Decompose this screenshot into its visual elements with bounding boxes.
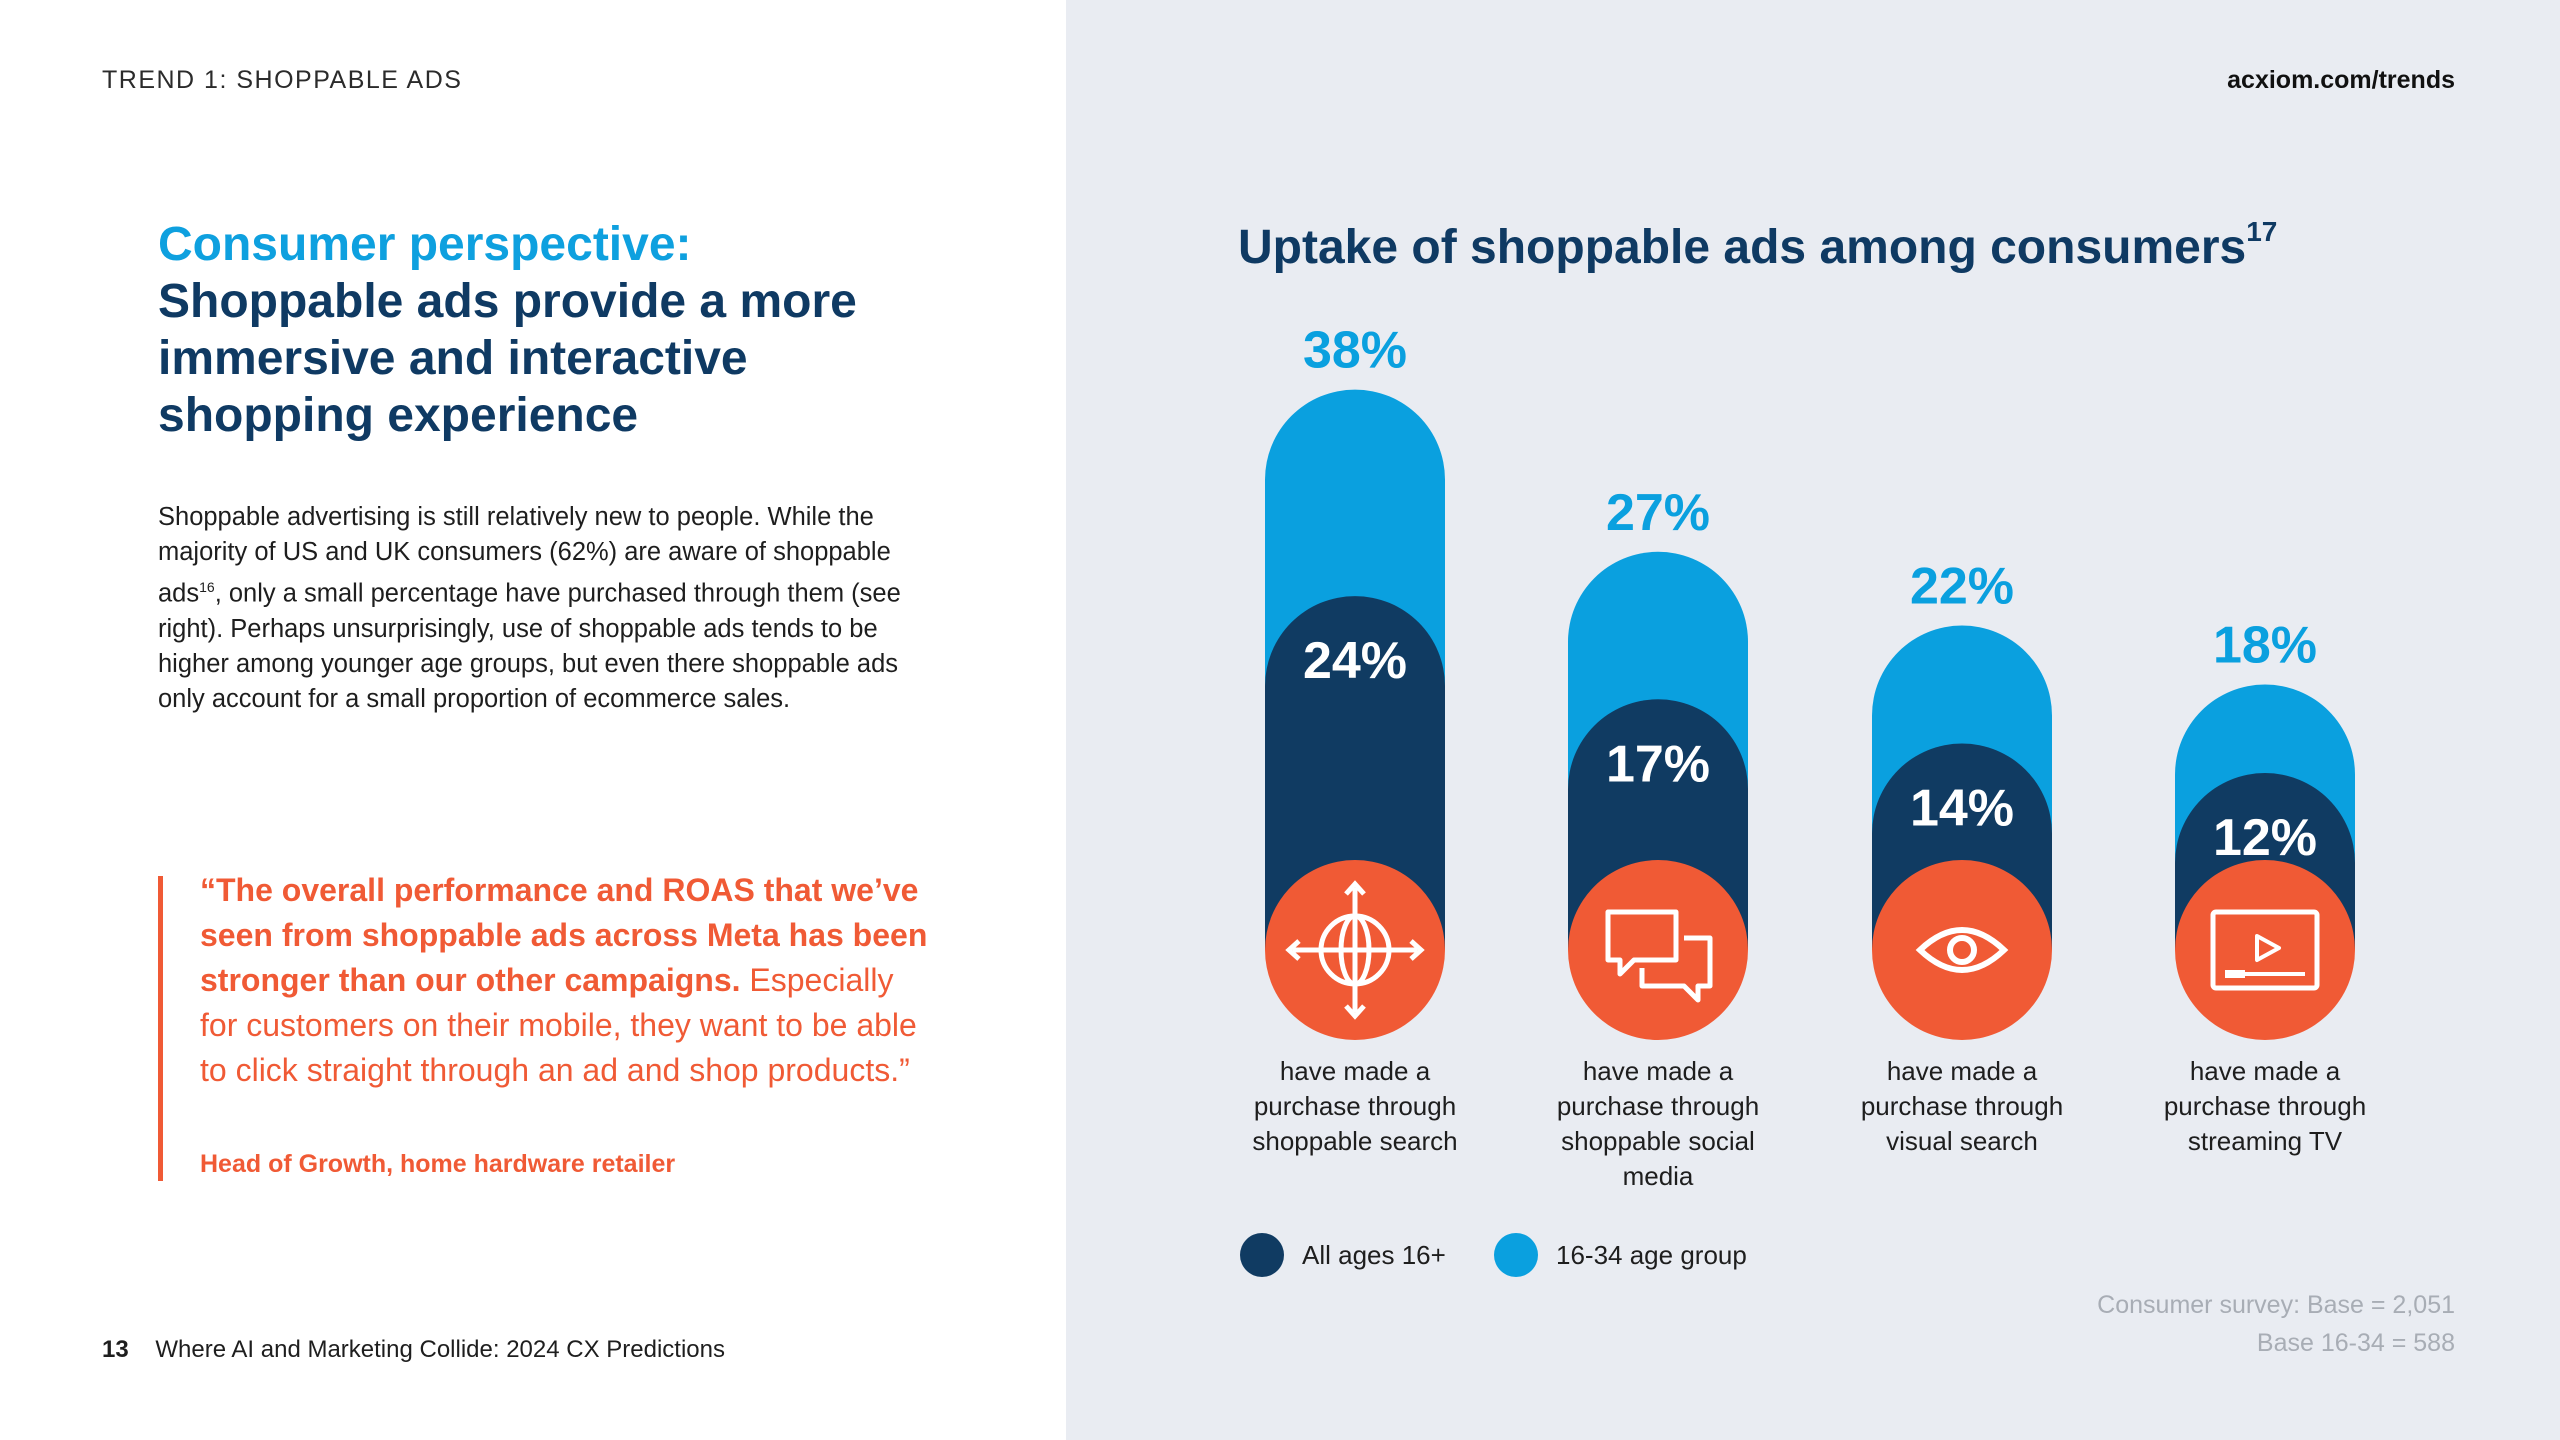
video-play-icon <box>2210 909 2320 991</box>
quote-bar <box>158 876 163 1181</box>
legend-item-all-ages: All ages 16+ <box>1240 1232 1446 1278</box>
data-label-all-ages-2: 17% <box>1606 735 1710 793</box>
bar-caption-3: have made a purchase through visual sear… <box>1860 1056 2064 1156</box>
body-reference: 16 <box>199 579 215 595</box>
page-headline: Consumer perspective: Shoppable ads prov… <box>158 216 958 444</box>
chart-title: Uptake of shoppable ads among consumers1… <box>1238 216 2277 275</box>
headline-accent: Consumer perspective: <box>158 218 692 271</box>
legend-label-16-34: 16-34 age group <box>1556 1239 1747 1270</box>
legend-label-all-ages: All ages 16+ <box>1302 1239 1446 1270</box>
data-label-all-ages-4: 12% <box>2213 809 2317 867</box>
target-crosshair-icon <box>1285 880 1425 1020</box>
data-label-16-34-1: 38% <box>1303 322 1407 380</box>
legend-swatch-16-34 <box>1494 1233 1538 1277</box>
footer: 13 Where AI and Marketing Collide: 2024 … <box>102 1336 725 1364</box>
chart-title-reference: 17 <box>2246 216 2278 247</box>
category-icon-circle-4 <box>2175 860 2355 1040</box>
bar-caption-1: have made a purchase through shoppable s… <box>1252 1056 1458 1156</box>
legend-item-16-34: 16-34 age group <box>1494 1232 1747 1278</box>
body-part-1: Shoppable advertising is still relativel… <box>158 503 891 608</box>
data-label-16-34-4: 18% <box>2213 617 2317 675</box>
category-icon-circle-3 <box>1872 860 2052 1040</box>
section-label: TREND 1: SHOPPABLE ADS <box>102 66 463 94</box>
legend-swatch-all-ages <box>1240 1233 1284 1277</box>
bar-caption-4: have made a purchase through streaming T… <box>2163 1056 2367 1156</box>
data-label-all-ages-3: 14% <box>1910 780 2014 838</box>
survey-note: Consumer survey: Base = 2,051 Base 16-34… <box>2097 1286 2455 1362</box>
page-number: 13 <box>102 1336 129 1363</box>
body-paragraph: Shoppable advertising is still relativel… <box>158 500 938 717</box>
pull-quote: “The overall performance and ROAS that w… <box>200 868 930 1093</box>
site-link[interactable]: acxiom.com/trends <box>2227 66 2455 94</box>
bar-caption-2: have made a purchase through shoppable s… <box>1556 1056 1760 1191</box>
body-part-2: , only a small percentage have purchased… <box>158 579 901 713</box>
quote-rest: Especially for customers on their mobile… <box>200 962 917 1088</box>
data-label-16-34-3: 22% <box>1910 558 2014 616</box>
bar-all-ages-1 <box>1265 596 1445 950</box>
survey-note-line-2: Base 16-34 = 588 <box>2256 1329 2455 1357</box>
chart-title-text: Uptake of shoppable ads among consumers <box>1238 221 2247 274</box>
footer-title: Where AI and Marketing Collide: 2024 CX … <box>155 1336 725 1363</box>
survey-note-line-1: Consumer survey: Base = 2,051 <box>2097 1291 2455 1319</box>
headline-main: Shoppable ads provide a more immersive a… <box>158 275 857 442</box>
eye-icon <box>1915 927 2009 973</box>
quote-attribution: Head of Growth, home hardware retailer <box>200 1150 676 1178</box>
data-label-all-ages-1: 24% <box>1303 632 1407 690</box>
category-icon-circle-2 <box>1568 860 1748 1040</box>
quote-strong: “The overall performance and ROAS that w… <box>200 872 928 998</box>
chat-bubbles-icon <box>1605 909 1713 1003</box>
data-label-16-34-2: 27% <box>1606 484 1710 542</box>
